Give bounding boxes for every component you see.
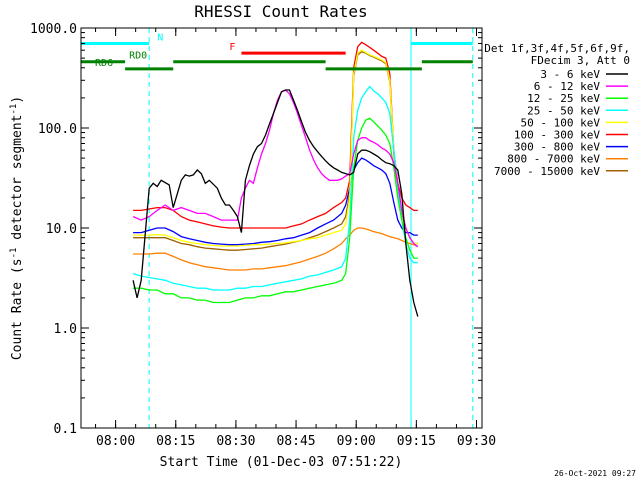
flag-label-N: N <box>157 32 163 43</box>
series-line-8 <box>133 50 418 251</box>
x-tick-label-5: 09:15 <box>397 434 436 449</box>
series-line-5 <box>133 41 418 229</box>
x-axis-label: Start Time (01-Dec-03 07:51:22) <box>160 455 403 470</box>
legend-label-7: 800 - 7000 keV <box>507 153 600 166</box>
y-tick-label-3: 100.0 <box>38 122 77 137</box>
legend-label-6: 300 - 800 keV <box>514 141 600 154</box>
timestamp: 26-Oct-2021 09:27 <box>554 469 636 478</box>
legend-label-5: 100 - 300 keV <box>514 129 600 142</box>
x-axis: 08:00 08:15 08:30 08:45 09:00 09:15 09:30 <box>95 28 496 449</box>
legend-label-4: 50 - 100 keV <box>521 116 601 129</box>
legend-label-1: 6 - 12 keV <box>534 80 601 93</box>
y-axis-label-end: ) <box>10 96 25 104</box>
y-tick-label-1: 1.0 <box>54 322 77 337</box>
x-tick-label-6: 09:30 <box>457 434 496 449</box>
y-axis-label: Count Rate (s-1 detector segment-1) <box>9 96 25 360</box>
series-line-3 <box>132 85 418 291</box>
legend-label-3: 25 - 50 keV <box>527 104 600 117</box>
x-tick-label-4: 09:00 <box>337 434 376 449</box>
series-line-2 <box>133 117 418 304</box>
x-tick-label-2: 08:30 <box>216 434 255 449</box>
x-tick-label-3: 08:45 <box>276 434 315 449</box>
series-line-1 <box>132 89 419 248</box>
y-tick-label-4: 1000.0 <box>30 22 77 37</box>
series-line-7 <box>133 227 419 271</box>
flag-label-RD0: RD0 <box>129 51 147 62</box>
y-axis-label-mid: detector segment <box>10 115 25 248</box>
legend-label-0: 3 - 6 keV <box>540 68 600 81</box>
legend-header-line-1: Det 1f,3f,4f,5f,6f,9f, <box>484 42 630 55</box>
legend-header-line-2: FDecim 3, Att 0 <box>531 54 630 67</box>
x-tick-label-1: 08:15 <box>156 434 195 449</box>
flag-label-F: F <box>229 42 235 53</box>
y-tick-label-2: 10.0 <box>46 222 77 237</box>
y-axis: 0.1 1.0 10.0 100.0 1000.0 <box>30 22 482 437</box>
x-tick-label-0: 08:00 <box>96 434 135 449</box>
plot-area: N F RD0 RD6 <box>81 28 474 428</box>
data-layer <box>81 28 474 428</box>
legend-label-8: 7000 - 15000 keV <box>494 165 600 178</box>
series-line-4 <box>133 49 418 247</box>
legend-label-2: 12 - 25 keV <box>527 92 600 105</box>
y-axis-label-sup1: -1 <box>9 248 19 259</box>
y-tick-label-0: 0.1 <box>54 422 77 437</box>
flag-label-RD6: RD6 <box>95 58 113 69</box>
y-axis-label-main: Count Rate (s <box>10 258 25 360</box>
series-line-6 <box>133 157 418 246</box>
chart-title: RHESSI Count Rates <box>194 2 367 21</box>
y-axis-label-sup2: -1 <box>9 104 19 115</box>
series-line-0 <box>132 89 419 317</box>
legend: Det 1f,3f,4f,5f,6f,9f, FDecim 3, Att 0 3… <box>484 42 630 178</box>
